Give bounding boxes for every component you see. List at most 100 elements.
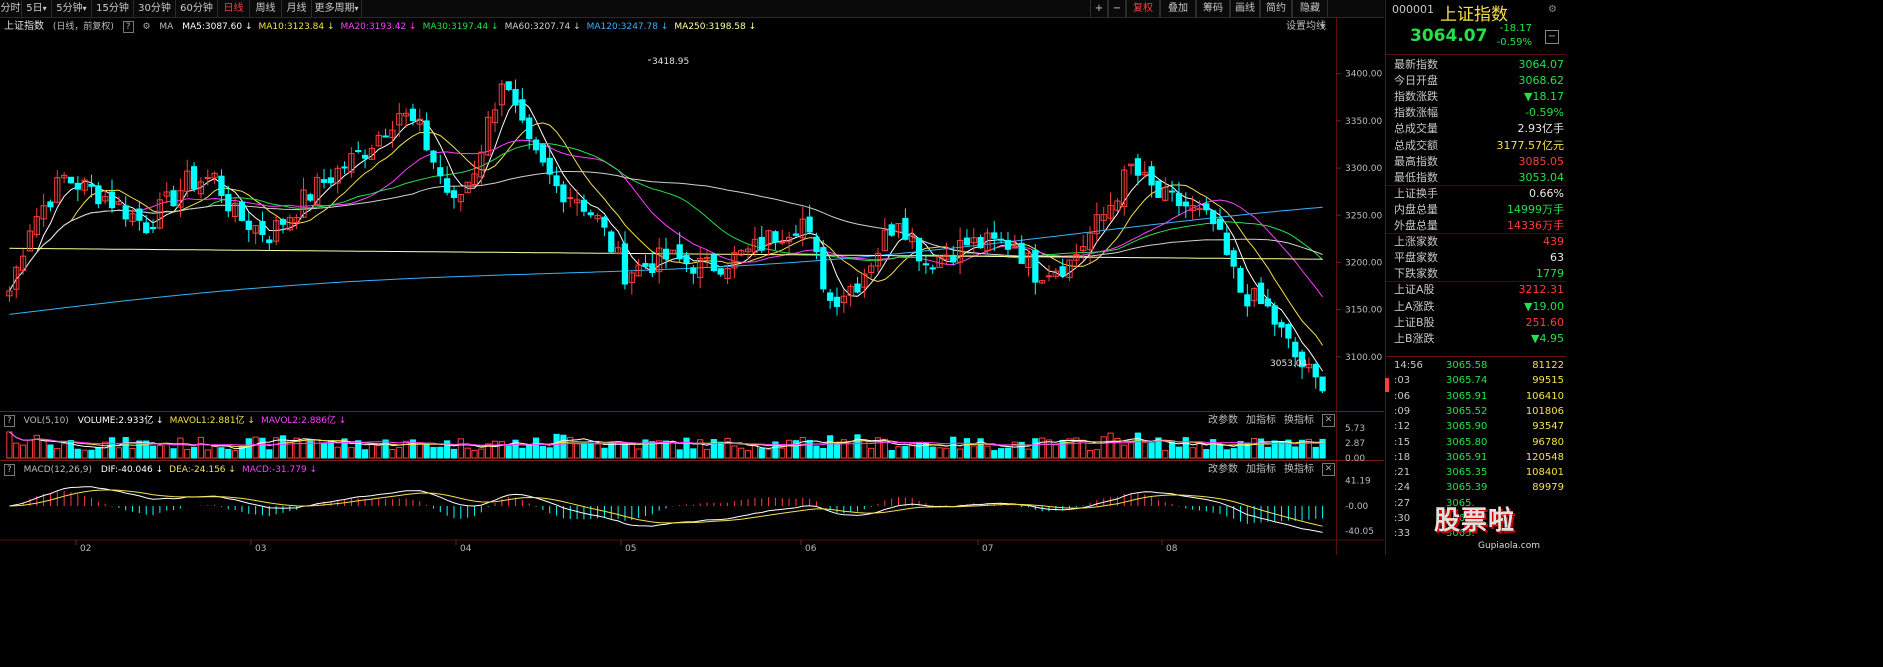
close-icon[interactable]: ✕ [1322, 414, 1335, 427]
candle-body [1127, 163, 1135, 167]
volume-bar [601, 447, 608, 459]
tab-0[interactable]: 分时 [0, 0, 22, 17]
toolbar-button-0[interactable]: + [1090, 0, 1108, 17]
volume-bar [744, 450, 752, 459]
volume-bar [143, 440, 150, 459]
settings-icon[interactable]: ⚙ [142, 22, 151, 32]
price-tick-label: 3400.00 [1345, 70, 1382, 80]
candle-body [471, 173, 478, 185]
volume-bar [785, 439, 793, 459]
tick-row: :30 3065. [1394, 511, 1564, 526]
volume-bar [54, 447, 61, 459]
ma20-line [8, 139, 1323, 298]
candle-body [991, 232, 998, 239]
tab-1[interactable]: 5日▾ [22, 0, 52, 17]
kline-chart[interactable]: 3400.00 3350.00 3300.00 3250.00 3200.00 3150.… [0, 0, 1384, 555]
volume-bar [505, 445, 512, 459]
candle-body [669, 249, 676, 254]
help-icon[interactable]: ? [4, 464, 15, 476]
candle-body [163, 191, 170, 197]
toolbar-button-7[interactable]: 隐藏 [1292, 0, 1328, 17]
volume-bar [279, 435, 287, 459]
help-icon[interactable]: ? [4, 415, 15, 427]
scroll-handle[interactable] [1385, 378, 1389, 392]
vol-title: VOL(5,10) [23, 416, 69, 426]
volume-bar [792, 440, 800, 459]
tick-q: 120548 [1525, 451, 1564, 463]
close-icon[interactable]: ✕ [1322, 463, 1335, 476]
candle-body [1230, 250, 1237, 267]
volume-bar [628, 442, 635, 459]
volume-bar [1203, 449, 1210, 459]
toolbar-button-1[interactable]: − [1108, 0, 1126, 17]
toolbar-button-5[interactable]: 画线 [1230, 0, 1260, 17]
toolbar-button-2[interactable]: 复权 [1126, 0, 1160, 17]
tab-8[interactable]: 月线 [282, 0, 312, 17]
volume-bar [409, 439, 417, 459]
candle-body [861, 273, 868, 288]
candle-body [382, 135, 389, 138]
tab-2[interactable]: 5分钟▾ [52, 0, 92, 17]
tab-4[interactable]: 30分钟 [134, 0, 176, 17]
volume-bar [6, 431, 13, 459]
volume-bar [149, 445, 157, 459]
macd-title: MACD(12,26,9) [23, 465, 93, 475]
stat-label: 上A涨跌 [1394, 299, 1435, 313]
volume-bar [1052, 444, 1059, 459]
chevron-down-icon[interactable]: ▾ [1320, 21, 1326, 32]
legend-item-6: MA250:3198.58 ↓ [674, 22, 757, 32]
candle-body [731, 252, 738, 269]
indicator-link-2[interactable]: 换指标 [1284, 464, 1314, 475]
candle-body [348, 153, 355, 173]
candle-body [1216, 218, 1224, 230]
help-icon[interactable]: ? [122, 21, 134, 33]
tab-3[interactable]: 15分钟 [92, 0, 134, 17]
candle-body [225, 194, 232, 212]
indicator-link-2[interactable]: 换指标 [1284, 415, 1314, 426]
stat-value: 0.66% [1529, 186, 1564, 200]
ma-settings-link[interactable]: 设置均线 [1286, 21, 1326, 32]
vol-header: ? VOL(5,10) VOLUME:2.933亿 ↓ MAVOL1:2.881亿… [0, 412, 1384, 430]
price-tick-label: 3250.00 [1345, 211, 1382, 221]
candle-body [785, 236, 793, 243]
current-price: 3064.07 [1410, 26, 1488, 46]
candle-body [1196, 207, 1203, 211]
tab-6[interactable]: 日线 [218, 0, 250, 17]
indicator-link-1[interactable]: 加指标 [1246, 464, 1276, 475]
candle-body [820, 247, 827, 290]
candle-body [1168, 190, 1176, 193]
toolbar-button-4[interactable]: 筹码 [1196, 0, 1230, 17]
toolbar-button-6[interactable]: 简约 [1260, 0, 1292, 17]
macd-tick-label: -40.05 [1345, 527, 1374, 537]
candle-body [177, 190, 184, 208]
candle-body [341, 166, 348, 169]
tick-row: :03 3065.74 99515 [1394, 373, 1564, 388]
stat-value: -0.59% [1525, 106, 1564, 120]
volume-bar [991, 450, 998, 459]
volume-bar [943, 447, 950, 459]
settings-icon[interactable]: ⚙ [1548, 4, 1557, 15]
candle-body [478, 151, 485, 178]
legend-item-2: MA20:3193.42 ↓ [340, 22, 417, 32]
toolbar-button-3[interactable]: 叠加 [1160, 0, 1196, 17]
volume-bar [1073, 437, 1080, 459]
indicator-link-1[interactable]: 加指标 [1246, 415, 1276, 426]
tab-7[interactable]: 周线 [250, 0, 282, 17]
candle-body [40, 205, 47, 220]
volume-bar [122, 437, 129, 459]
volume-bar [266, 449, 273, 459]
tick-t: :09 [1394, 405, 1411, 417]
tab-9[interactable]: 更多周期▾ [312, 0, 362, 17]
volume-bar [33, 434, 40, 459]
candle-body [1039, 280, 1046, 284]
x-tick-label: 06 [805, 544, 817, 554]
volume-bar [314, 439, 321, 459]
minimize-icon[interactable]: − [1545, 30, 1559, 44]
volume-bar [1121, 444, 1128, 459]
indicator-link-0[interactable]: 改参数 [1208, 464, 1238, 475]
candle-body [102, 195, 109, 202]
candle-body [1155, 180, 1162, 198]
x-tick-label: 02 [80, 544, 91, 554]
tab-5[interactable]: 60分钟 [176, 0, 218, 17]
indicator-link-0[interactable]: 改参数 [1208, 415, 1238, 426]
